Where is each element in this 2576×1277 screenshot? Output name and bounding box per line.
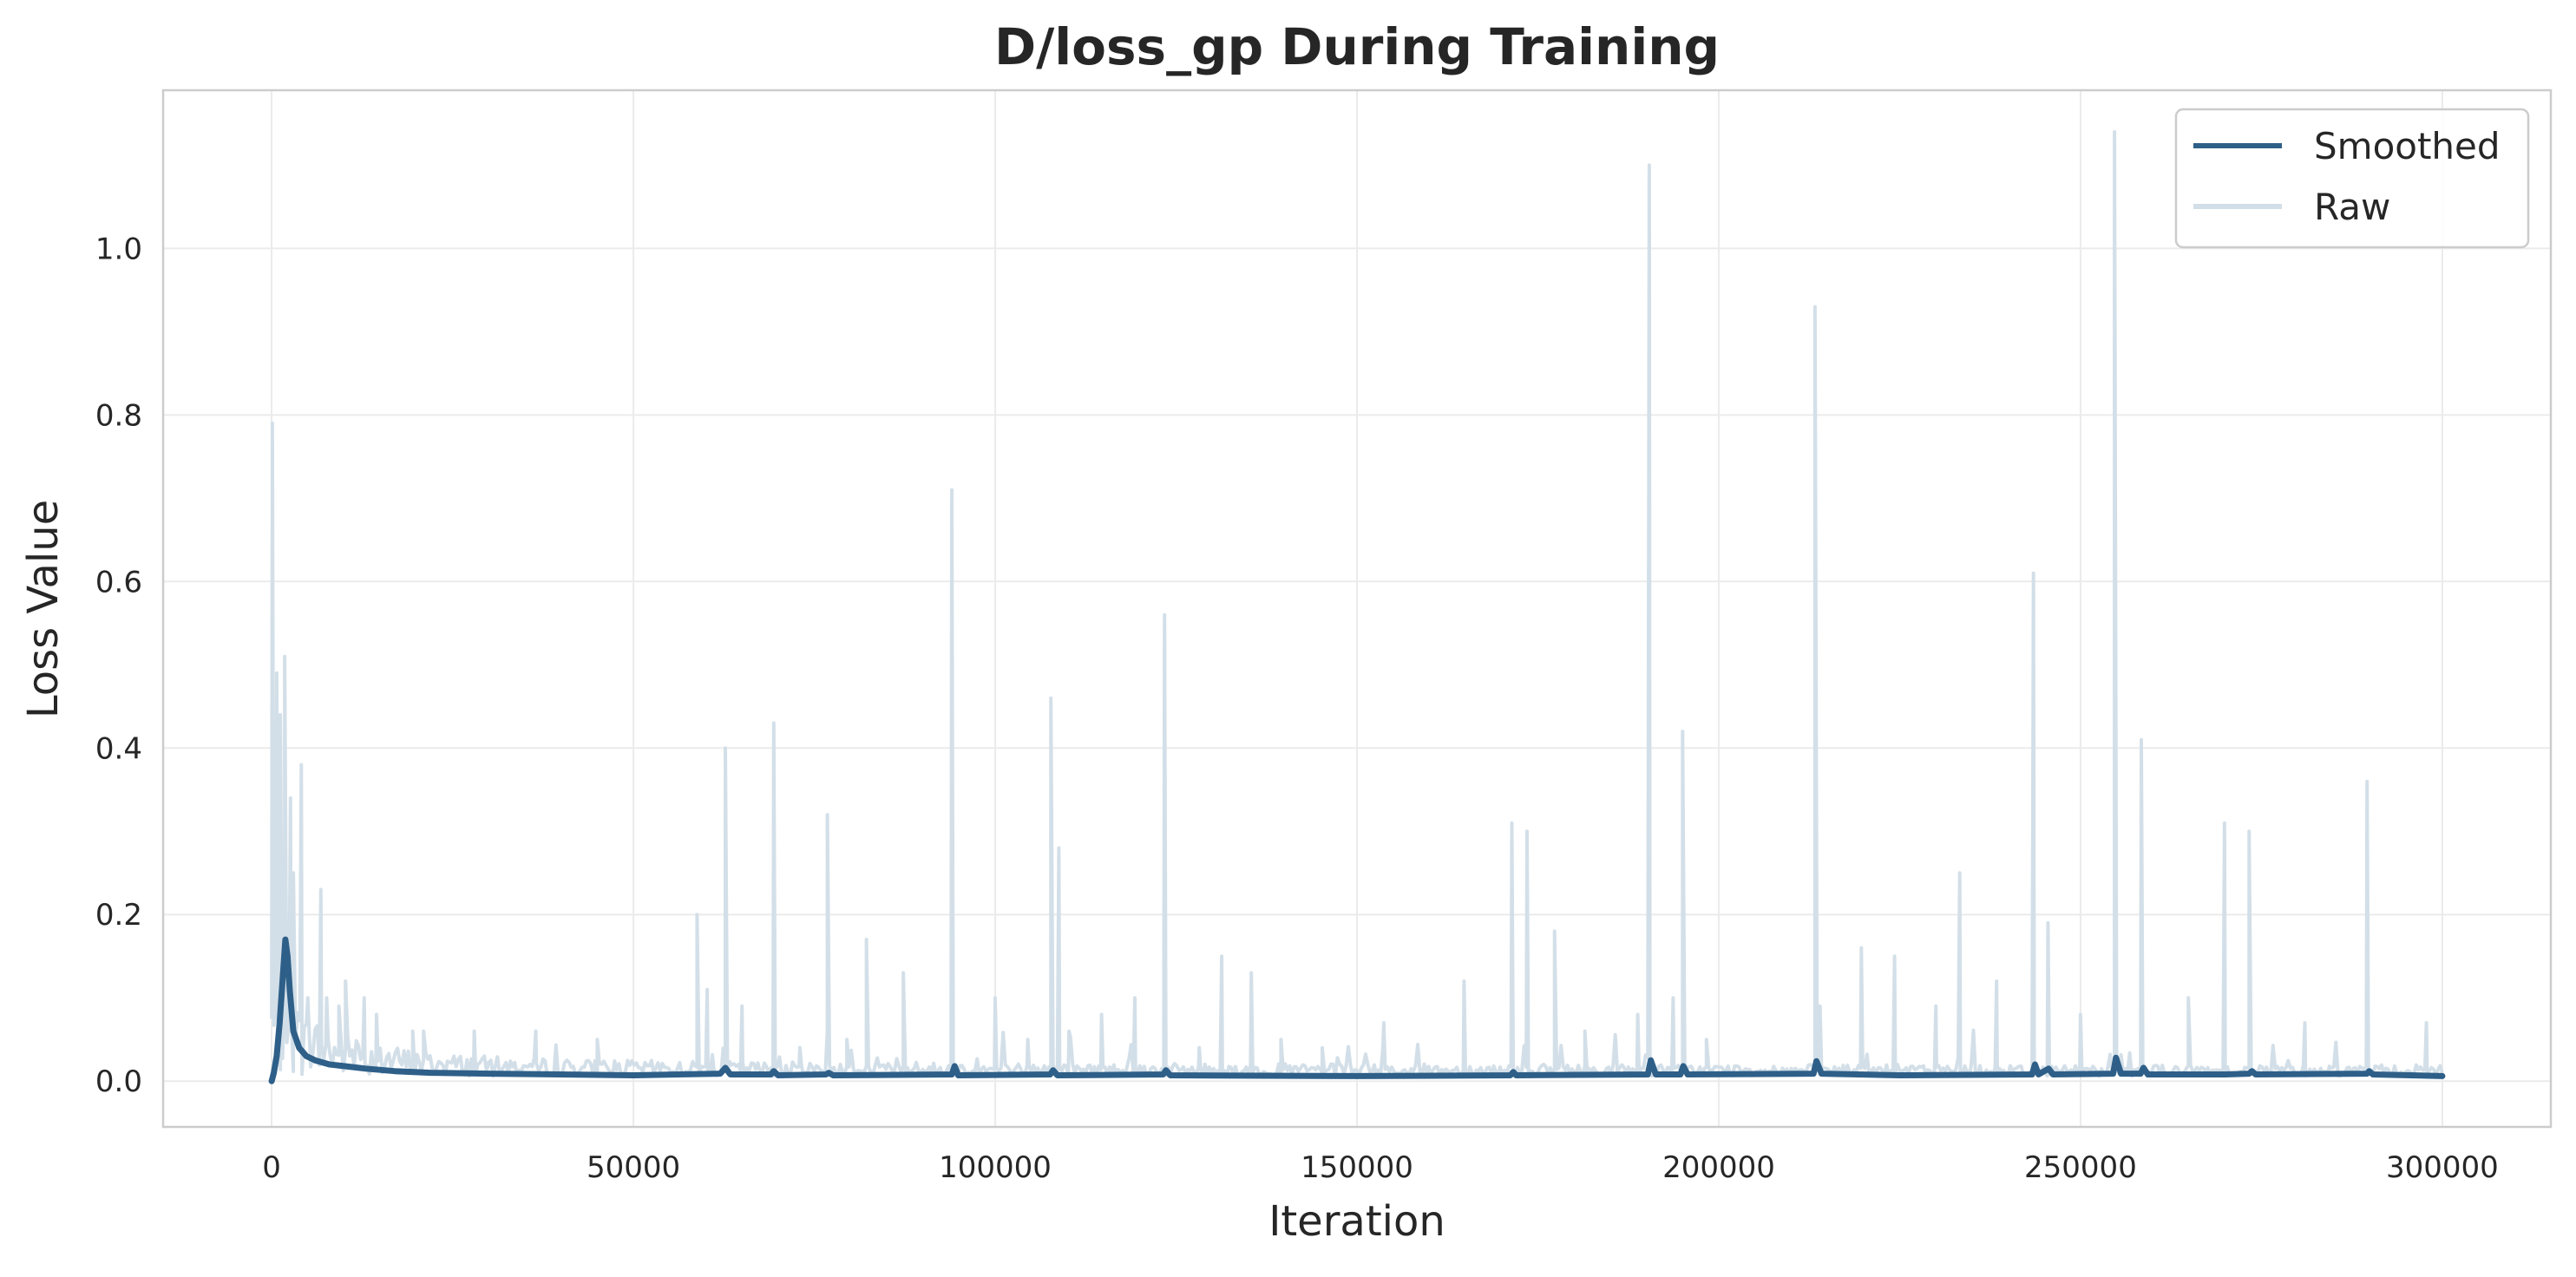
smoothed-series bbox=[268, 936, 2446, 1084]
y-tick-label: 0.2 bbox=[95, 898, 142, 933]
y-tick-label: 0.6 bbox=[95, 565, 142, 599]
axis-ticks: 0 50000 100000 150000 200000 250000 300000 0.0 0… bbox=[95, 232, 2499, 1185]
y-axis-label: Loss Value bbox=[19, 500, 68, 718]
x-tick-label: 150000 bbox=[1301, 1150, 1413, 1185]
x-tick-label: 50000 bbox=[587, 1150, 680, 1185]
legend: Smoothed Raw bbox=[2174, 108, 2530, 249]
y-tick-label: 0.0 bbox=[95, 1064, 142, 1099]
smoothed-series-line bbox=[268, 936, 2446, 1084]
x-tick-label: 200000 bbox=[1662, 1150, 1775, 1185]
x-tick-label: 0 bbox=[262, 1150, 281, 1185]
raw-series-line bbox=[270, 130, 2444, 1078]
grid bbox=[163, 90, 2551, 1127]
x-tick-label: 300000 bbox=[2386, 1150, 2499, 1185]
raw-series bbox=[270, 130, 2444, 1078]
x-tick-label: 100000 bbox=[939, 1150, 1052, 1185]
x-tick-label: 250000 bbox=[2024, 1150, 2137, 1185]
legend-label-raw: Raw bbox=[2314, 186, 2390, 228]
plot-frame bbox=[161, 88, 2553, 1129]
x-axis-label: Iteration bbox=[1268, 1197, 1445, 1246]
chart-title: D/loss_gp During Training bbox=[994, 17, 1720, 76]
legend-label-smoothed: Smoothed bbox=[2314, 125, 2501, 167]
y-tick-label: 0.4 bbox=[95, 731, 142, 766]
y-tick-label: 0.8 bbox=[95, 398, 142, 433]
y-tick-label: 1.0 bbox=[95, 232, 142, 266]
